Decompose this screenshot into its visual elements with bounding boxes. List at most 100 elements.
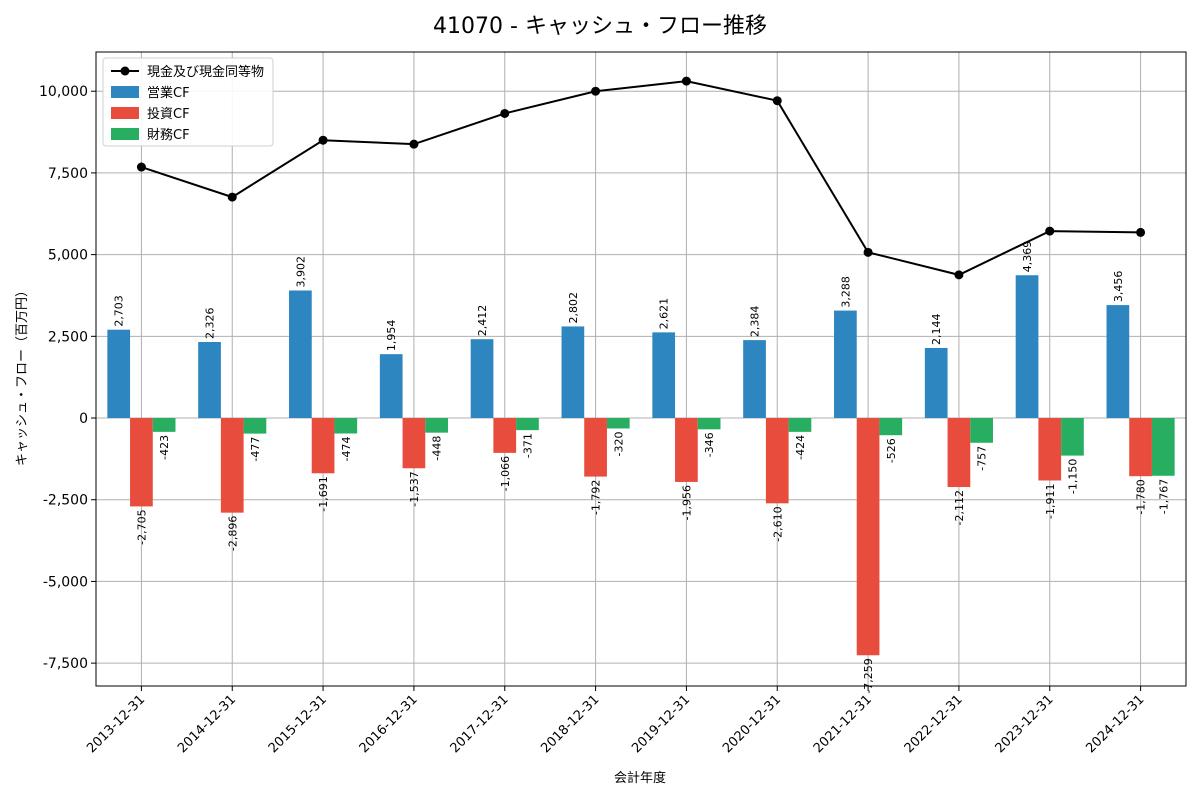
- x-tick-label: 2021-12-31: [811, 692, 875, 756]
- data-label-financing-cf: -1,150: [1066, 459, 1079, 494]
- cash-balance-point: [1045, 226, 1055, 236]
- bar-financing-cf: [425, 418, 448, 433]
- data-label-financing-cf: -1,767: [1157, 479, 1170, 514]
- data-label-financing-cf: -320: [612, 431, 625, 456]
- bar-operating-cf: [1106, 305, 1130, 419]
- bar-investing-cf: [947, 418, 971, 488]
- bar-investing-cf: [1129, 418, 1152, 477]
- data-label-financing-cf: -757: [976, 446, 989, 471]
- legend-line-marker: [120, 66, 130, 76]
- data-label-investing-cf: -1,792: [590, 480, 603, 515]
- data-label-investing-cf: -1,780: [1135, 479, 1148, 514]
- bar-financing-cf: [697, 418, 721, 430]
- bar-operating-cf: [834, 310, 857, 419]
- x-tick-label: 2024-12-31: [1083, 692, 1147, 756]
- data-label-investing-cf: -1,956: [680, 485, 693, 520]
- cash-balance-point: [954, 270, 964, 280]
- x-tick-label: 2019-12-31: [629, 692, 693, 756]
- bar-financing-cf: [152, 418, 176, 432]
- data-label-financing-cf: -346: [703, 432, 716, 457]
- y-tick-label: 10,000: [39, 84, 88, 100]
- chart-title: 41070 - キャッシュ・フロー推移: [433, 14, 767, 39]
- legend-bar-swatch: [111, 86, 139, 98]
- data-label-investing-cf: -2,896: [226, 516, 239, 551]
- y-tick-label: 2,500: [48, 329, 88, 345]
- cash-balance-point: [1136, 227, 1146, 237]
- bar-layer: [107, 275, 1175, 656]
- data-label-operating-cf: 2,326: [204, 308, 217, 340]
- cash-balance-point: [863, 247, 873, 257]
- bar-operating-cf: [289, 290, 312, 419]
- cash-balance-point: [227, 192, 237, 202]
- cash-balance-point: [409, 139, 419, 149]
- bar-financing-cf: [788, 418, 812, 432]
- x-tick-label: 2018-12-31: [538, 692, 602, 756]
- bar-operating-cf: [198, 342, 221, 419]
- x-tick-label: 2017-12-31: [448, 692, 512, 756]
- y-tick-label: 0: [79, 411, 88, 427]
- data-label-investing-cf: -1,537: [408, 471, 421, 506]
- bar-operating-cf: [924, 347, 948, 419]
- cash-balance-line: [141, 80, 1141, 276]
- cash-balance-point: [591, 86, 601, 96]
- bar-investing-cf: [584, 418, 607, 477]
- cash-balance-point: [318, 135, 328, 145]
- bar-investing-cf: [311, 418, 335, 474]
- legend-entry-label: 財務CF: [147, 128, 190, 143]
- data-label-financing-cf: -526: [885, 438, 898, 463]
- bar-operating-cf: [652, 332, 676, 419]
- data-label-operating-cf: 2,621: [658, 298, 671, 330]
- bar-financing-cf: [879, 418, 903, 436]
- bar-investing-cf: [220, 418, 244, 513]
- x-tick-label: 2015-12-31: [266, 692, 330, 756]
- y-tick-label: 5,000: [48, 248, 88, 264]
- bar-investing-cf: [493, 418, 517, 453]
- bar-financing-cf: [1061, 418, 1084, 456]
- bar-investing-cf: [130, 418, 153, 507]
- data-label-operating-cf: 3,456: [1112, 271, 1125, 303]
- y-tick-label: -7,500: [43, 656, 88, 672]
- x-tick-label: 2023-12-31: [993, 692, 1057, 756]
- data-label-layer: 2,703 2,326 3,902 1,954 2,412 2,802 2,621 2,384…: [113, 241, 1171, 694]
- data-label-operating-cf: 2,412: [476, 305, 489, 337]
- bar-operating-cf: [1015, 275, 1039, 419]
- bar-operating-cf: [379, 354, 403, 419]
- data-label-investing-cf: -1,691: [317, 476, 330, 511]
- data-label-operating-cf: 3,288: [839, 276, 852, 308]
- bar-financing-cf: [1151, 418, 1175, 476]
- bar-financing-cf: [516, 418, 539, 431]
- y-tick-label: -2,500: [43, 493, 88, 509]
- bar-investing-cf: [765, 418, 789, 504]
- bar-investing-cf: [402, 418, 426, 469]
- bar-financing-cf: [334, 418, 358, 434]
- data-label-financing-cf: -423: [158, 435, 171, 460]
- bar-investing-cf: [1038, 418, 1062, 481]
- data-label-investing-cf: -2,610: [771, 506, 784, 541]
- legend-box: [102, 57, 274, 147]
- x-axis-label: 会計年度: [614, 770, 666, 786]
- bar-operating-cf: [561, 326, 585, 419]
- legend-entry-label: 現金及び現金同等物: [147, 64, 264, 80]
- y-axis-label: キャッシュ・フロー（百万円）: [15, 284, 30, 466]
- data-label-operating-cf: 3,902: [294, 256, 307, 288]
- y-tick-label: 7,500: [48, 166, 88, 182]
- cash-balance-point: [500, 108, 510, 118]
- x-tick-label: 2014-12-31: [175, 692, 239, 756]
- grid-layer: [96, 52, 1186, 686]
- data-label-operating-cf: 2,144: [930, 313, 943, 345]
- x-tick-label: 2022-12-31: [902, 692, 966, 756]
- legend-bar-swatch: [111, 128, 139, 140]
- legend-entry-label: 営業CF: [147, 85, 190, 101]
- data-label-financing-cf: -477: [249, 437, 262, 462]
- data-label-operating-cf: 4,369: [1021, 241, 1034, 273]
- bar-financing-cf: [606, 418, 630, 429]
- bar-investing-cf: [675, 418, 698, 482]
- cash-balance-point: [136, 162, 146, 172]
- bar-operating-cf: [743, 340, 766, 419]
- data-label-financing-cf: -371: [521, 433, 534, 458]
- bar-investing-cf: [856, 418, 880, 656]
- plot-frame: [95, 51, 1187, 687]
- x-tick-label: 2020-12-31: [720, 692, 784, 756]
- legend-entry-label: 投資CF: [147, 106, 190, 122]
